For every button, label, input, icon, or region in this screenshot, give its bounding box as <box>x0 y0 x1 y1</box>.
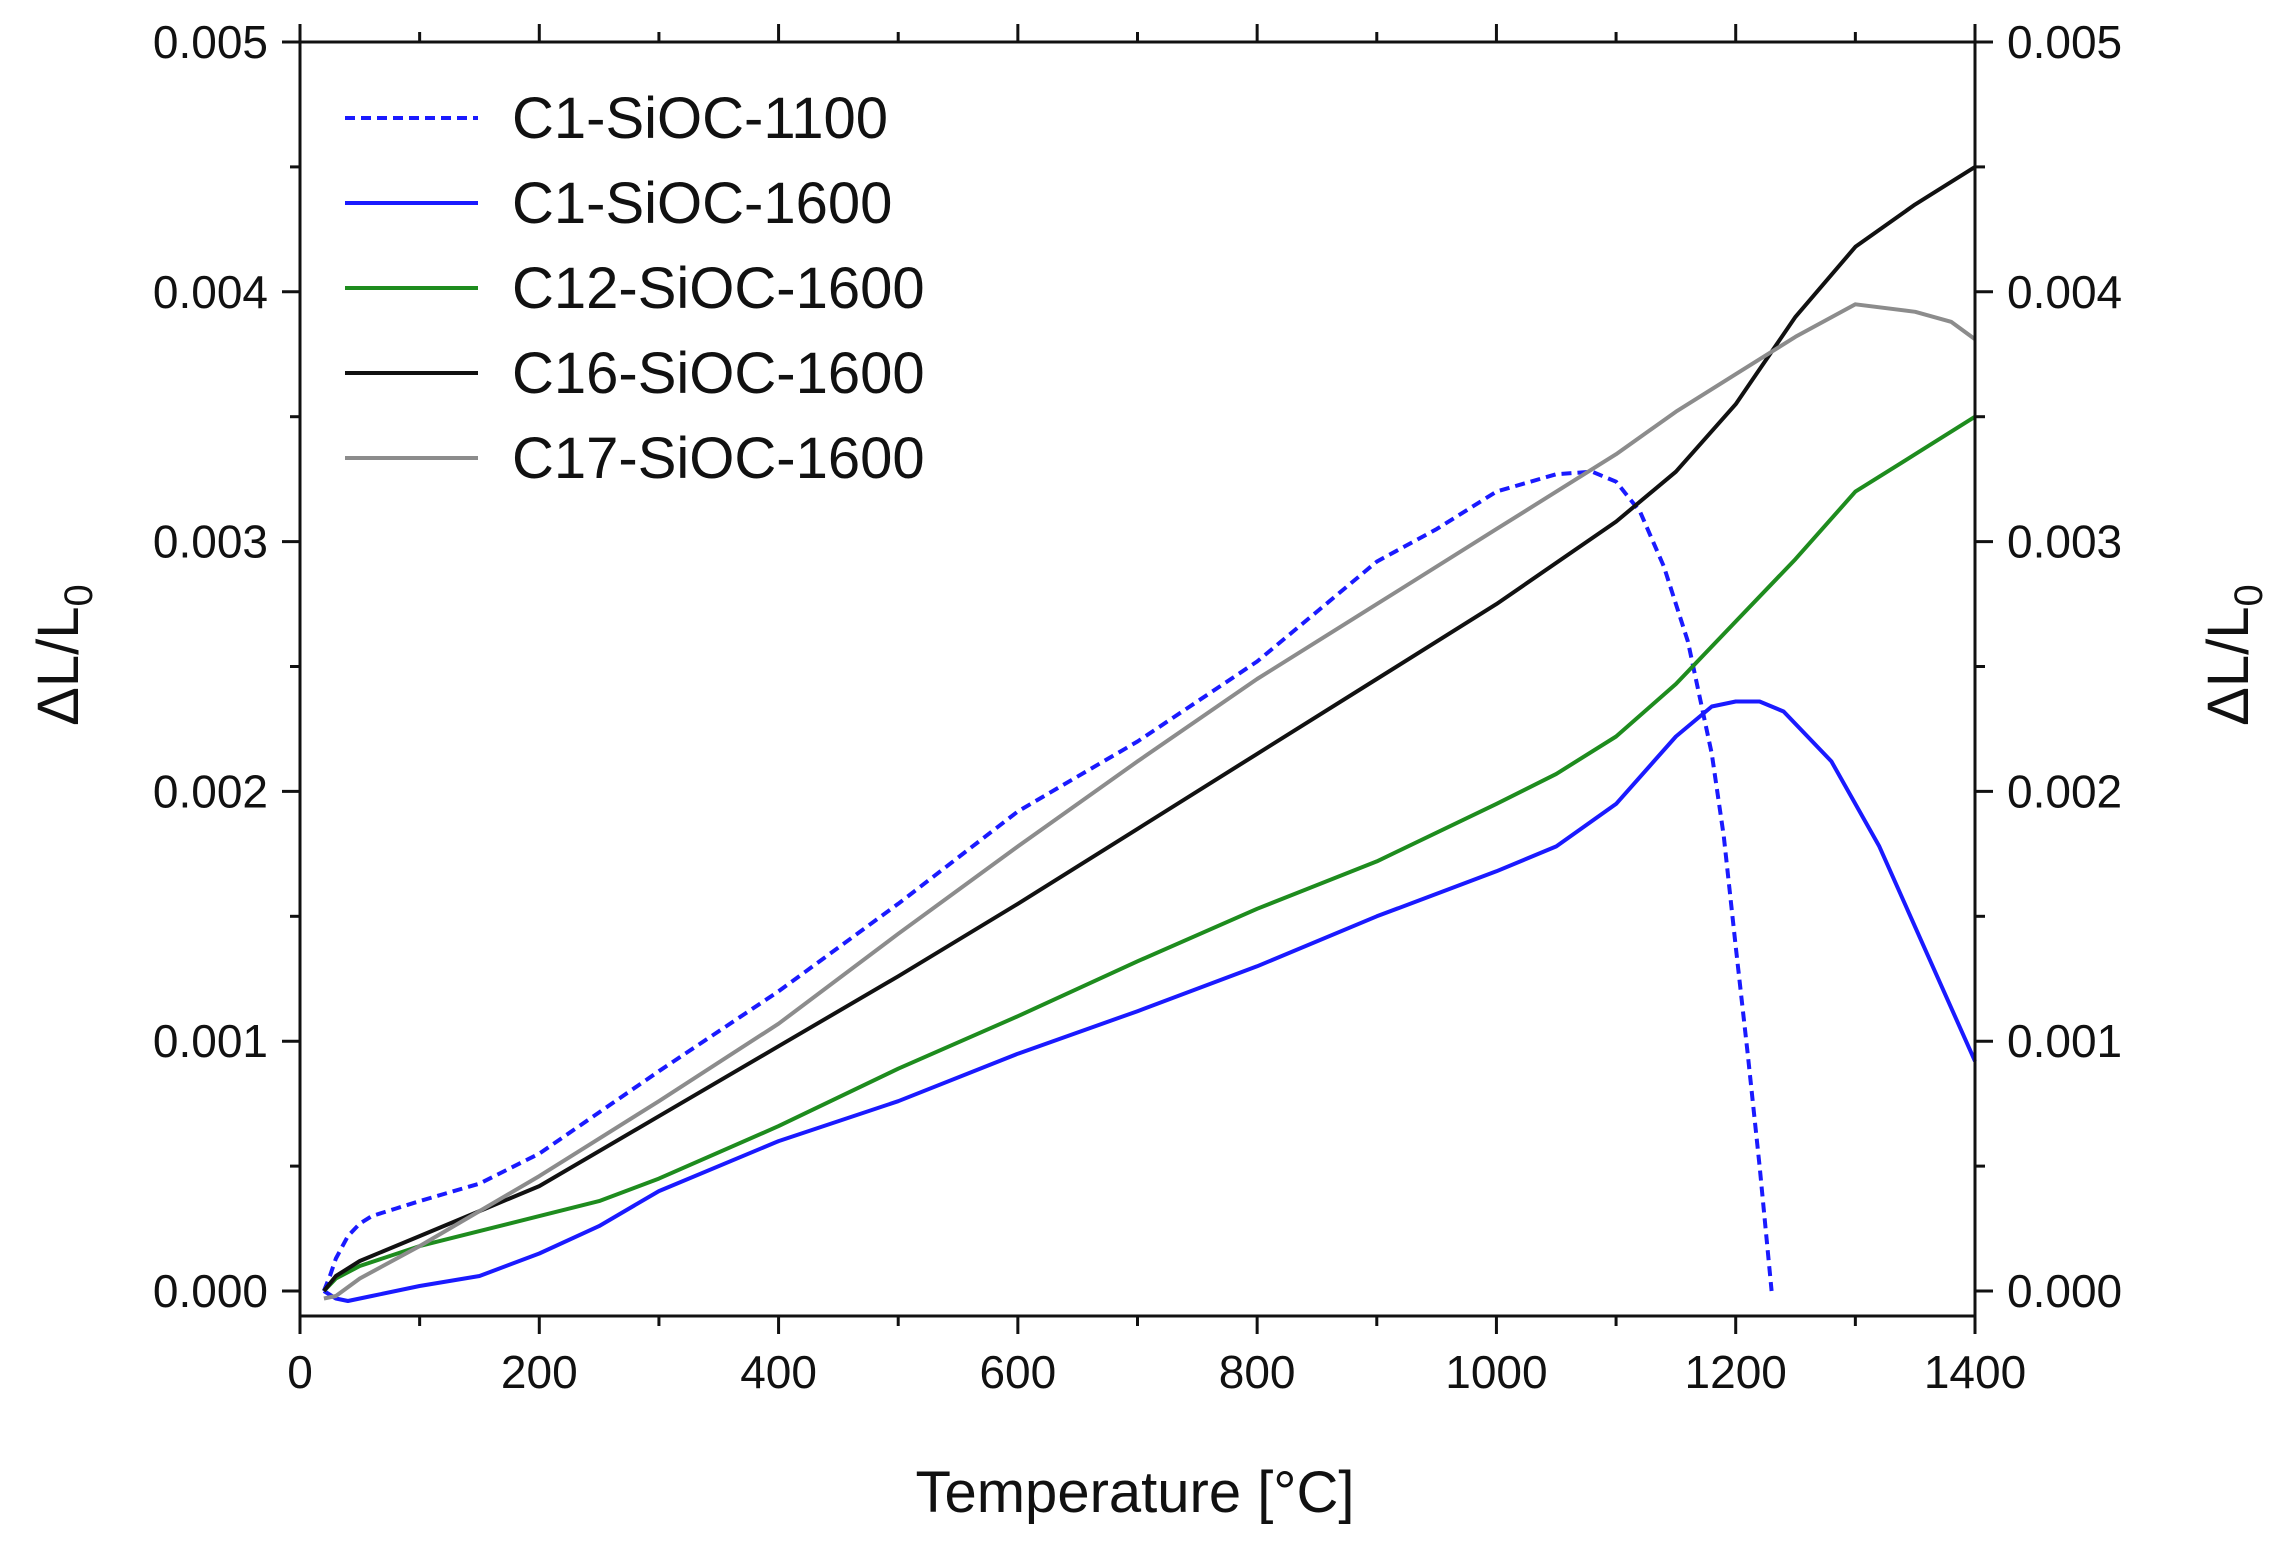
y2-tick-label: 0.002 <box>2007 765 2122 817</box>
series-line-c1-sioc-1600 <box>322 699 1977 1303</box>
legend-label-c17-sioc-1600: C17-SiOC-1600 <box>512 426 925 491</box>
y-axis-title-subscript: 0 <box>57 584 101 606</box>
series-line-c16-sioc-1600 <box>322 165 1977 1293</box>
y-tick-label: 0.003 <box>153 516 268 568</box>
legend-label-c16-sioc-1600: C16-SiOC-1600 <box>512 341 925 406</box>
x-tick-label: 800 <box>1219 1346 1296 1398</box>
series-line-c12-sioc-1600 <box>322 415 1977 1293</box>
x-tick-label: 1200 <box>1685 1346 1787 1398</box>
series-layer <box>322 165 1977 1303</box>
legend-label-c1-sioc-1600: C1-SiOC-1600 <box>512 171 892 236</box>
legend-label-c1-sioc-1100: C1-SiOC-1100 <box>512 86 888 151</box>
y-tick-label: 0.002 <box>153 765 268 817</box>
x-tick-label: 1400 <box>1924 1346 2026 1398</box>
y-axis-title-base: ΔL/L <box>26 606 91 725</box>
y-tick-label: 0.005 <box>153 16 268 68</box>
x-axis-title: Temperature [°C] <box>915 1460 1354 1525</box>
labels-layer: 0 200 400 600 800 1000 1200 1400 0.000 0.000 0.001… <box>153 16 2122 1398</box>
y-axis-title: ΔL/L0 <box>26 584 101 726</box>
legend: C1-SiOC-1100 C1-SiOC-1600 C12-SiOC-1600 C16… <box>345 86 925 491</box>
x-tick-label: 400 <box>740 1346 817 1398</box>
x-tick-label: 0 <box>287 1346 313 1398</box>
y2-axis-title: ΔL/L0 <box>2196 584 2271 726</box>
y-tick-label: 0.001 <box>153 1015 268 1067</box>
series-line-c17-sioc-1600 <box>323 302 1977 1301</box>
y2-tick-label: 0.005 <box>2007 16 2122 68</box>
y2-tick-label: 0.003 <box>2007 516 2122 568</box>
x-tick-label: 600 <box>979 1346 1056 1398</box>
y2-axis-title-subscript: 0 <box>2227 584 2271 606</box>
y2-axis-title-base: ΔL/L <box>2196 606 2261 725</box>
y2-tick-label: 0.004 <box>2007 266 2122 318</box>
x-tick-label: 200 <box>501 1346 578 1398</box>
y-tick-label: 0.004 <box>153 266 268 318</box>
series-line-c1-sioc-1100 <box>322 469 1774 1292</box>
y-tick-label: 0.000 <box>153 1265 268 1317</box>
y2-tick-label: 0.001 <box>2007 1015 2122 1067</box>
y2-tick-label: 0.000 <box>2007 1265 2122 1317</box>
x-tick-label: 1000 <box>1445 1346 1547 1398</box>
plot-frame <box>298 40 1977 1318</box>
legend-label-c12-sioc-1600: C12-SiOC-1600 <box>512 256 925 321</box>
ticks-layer <box>282 24 1993 1334</box>
